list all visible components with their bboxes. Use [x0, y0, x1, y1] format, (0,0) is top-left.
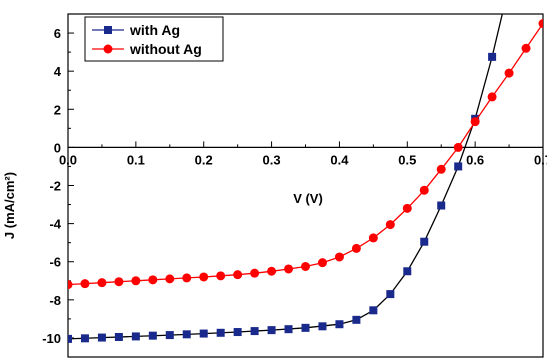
data-point-circle: [284, 264, 294, 274]
data-point-square: [335, 320, 344, 329]
data-point-square: [352, 315, 361, 324]
data-point-square: [301, 323, 310, 332]
data-point-square: [131, 332, 140, 341]
x-tick-label: 0.5: [398, 152, 416, 167]
x-tick-label: 0.4: [330, 152, 349, 167]
x-tick-label: 0.1: [127, 152, 145, 167]
data-point-circle: [385, 220, 395, 230]
data-point-square: [165, 331, 174, 340]
data-point-square: [318, 322, 327, 331]
data-point-square: [437, 201, 446, 210]
data-point-square: [369, 306, 378, 315]
data-point-circle: [504, 68, 514, 78]
data-point-square: [233, 328, 242, 337]
y-tick-label: -2: [49, 179, 61, 194]
data-point-circle: [351, 243, 361, 253]
data-point-circle: [538, 19, 543, 29]
x-tick-label: 0.6: [466, 152, 484, 167]
x-tick-label: 0.0: [59, 152, 77, 167]
data-point-circle: [250, 268, 260, 278]
data-point-square: [80, 334, 89, 343]
data-point-circle: [368, 233, 378, 243]
legend-label: without Ag: [129, 41, 202, 57]
legend-marker-square: [104, 26, 112, 34]
series-line: [68, 14, 503, 340]
data-point-square: [250, 327, 259, 336]
legend: with Ag without Ag: [84, 16, 224, 62]
y-tick-label: 0: [54, 140, 61, 155]
data-point-circle: [165, 274, 175, 284]
data-point-circle: [317, 258, 327, 268]
data-point-square: [114, 332, 123, 341]
data-point-square: [182, 330, 191, 339]
data-point-circle: [521, 43, 531, 53]
data-point-circle: [419, 185, 429, 195]
data-point-square: [403, 267, 412, 276]
legend-box: [84, 16, 224, 62]
data-point-circle: [436, 164, 446, 174]
data-point-circle: [80, 279, 90, 289]
legend-label: with Ag: [129, 22, 180, 38]
data-point-circle: [233, 270, 243, 280]
y-tick-label: 2: [54, 102, 61, 117]
legend-marker-circle: [103, 44, 113, 54]
data-point-square: [199, 329, 208, 338]
data-point-square: [216, 328, 225, 337]
y-tick-label: -10: [42, 331, 61, 346]
data-point-circle: [216, 271, 226, 281]
data-point-square: [488, 52, 497, 61]
data-point-circle: [470, 117, 480, 127]
data-point-square: [420, 237, 429, 246]
y-tick-label: -4: [49, 217, 61, 232]
data-point-circle: [402, 203, 412, 213]
x-axis-title: V (V): [293, 191, 323, 206]
data-point-square: [68, 334, 72, 343]
data-point-square: [267, 326, 276, 335]
x-tick-label: 0.3: [263, 152, 281, 167]
data-point-circle: [148, 275, 158, 285]
x-tick-label: 0.2: [195, 152, 213, 167]
y-tick-label: -8: [49, 293, 61, 308]
data-point-circle: [68, 280, 73, 290]
data-point-circle: [487, 92, 497, 102]
data-point-circle: [97, 278, 107, 288]
data-point-circle: [267, 266, 277, 276]
y-axis-title: J (mA/cm²): [2, 172, 17, 239]
data-point-square: [386, 290, 395, 299]
data-point-square: [97, 333, 106, 342]
series-group: [68, 14, 543, 343]
data-point-square: [454, 162, 463, 171]
y-tick-label: 4: [54, 64, 62, 79]
data-point-square: [148, 331, 157, 340]
data-point-circle: [301, 261, 310, 271]
data-point-circle: [114, 277, 124, 287]
data-point-circle: [334, 252, 344, 262]
data-point-circle: [199, 272, 209, 282]
data-point-circle: [131, 276, 141, 286]
data-point-square: [284, 325, 293, 334]
x-tick-label: 0.7: [534, 152, 547, 167]
y-tick-label: -6: [49, 255, 61, 270]
plot-frame: [67, 13, 544, 358]
y-tick-label: 6: [54, 26, 61, 41]
data-point-circle: [453, 142, 463, 152]
data-point-circle: [182, 273, 192, 283]
